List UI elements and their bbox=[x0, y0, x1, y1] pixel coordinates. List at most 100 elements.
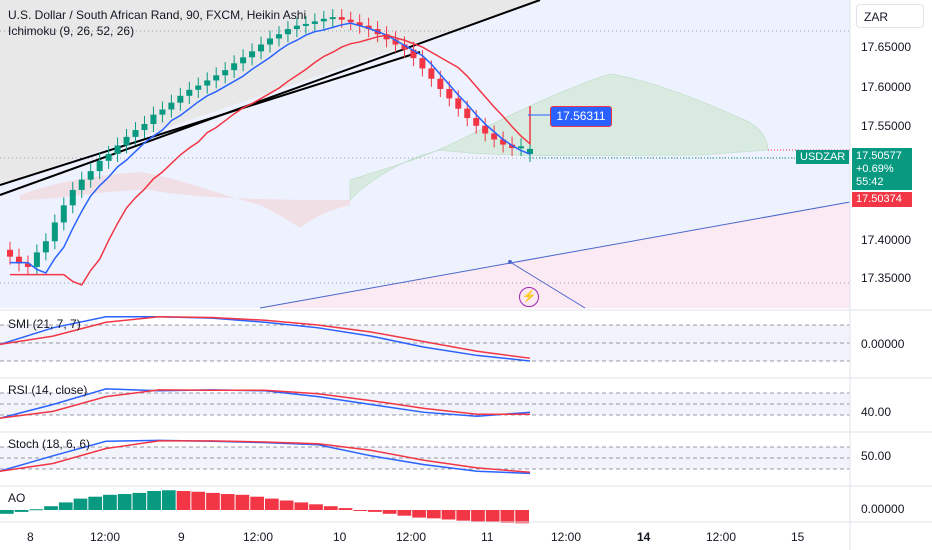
candle-body bbox=[293, 25, 300, 30]
conversion-line bbox=[10, 22, 531, 274]
candle-body bbox=[275, 34, 282, 39]
price-tick: 17.40000 bbox=[861, 233, 912, 247]
ao-bar bbox=[279, 500, 294, 510]
candle-body bbox=[222, 70, 229, 76]
ao-bar bbox=[471, 510, 485, 522]
candle-body bbox=[311, 21, 318, 24]
time-tick: 10 bbox=[333, 530, 347, 544]
time-tick: 12:00 bbox=[90, 530, 121, 544]
candle-body bbox=[78, 179, 85, 190]
candle-body bbox=[24, 263, 31, 267]
time-tick: 12:00 bbox=[706, 530, 737, 544]
price-tick: 17.60000 bbox=[861, 80, 912, 94]
ao-bar bbox=[353, 510, 368, 511]
candle-body bbox=[464, 108, 471, 119]
candle-body bbox=[329, 17, 336, 20]
ao-bar bbox=[117, 494, 132, 510]
candle-body bbox=[60, 205, 67, 223]
candle-body bbox=[231, 63, 238, 71]
ao-bar bbox=[191, 491, 206, 510]
candle-body bbox=[123, 136, 130, 146]
projection-line bbox=[509, 261, 586, 309]
candle-body bbox=[69, 189, 76, 206]
indicator-signal bbox=[0, 316, 531, 359]
candle-body bbox=[249, 51, 256, 58]
rsi-tick: 40.00 bbox=[861, 405, 892, 419]
ao-bar bbox=[0, 510, 14, 514]
time-tick: 12:00 bbox=[551, 530, 582, 544]
smi-tick: 0.00000 bbox=[861, 337, 905, 351]
candle-body bbox=[96, 160, 103, 172]
base-line bbox=[10, 34, 531, 286]
candle-body bbox=[338, 17, 345, 20]
symbol-label: USDZAR bbox=[796, 150, 850, 164]
candle-body bbox=[446, 88, 453, 99]
ao-bar bbox=[206, 492, 220, 510]
candle-body bbox=[410, 49, 417, 59]
ao-bar bbox=[220, 494, 235, 510]
candle-body bbox=[132, 130, 139, 137]
price-tick: 17.65000 bbox=[861, 40, 912, 54]
ao-bar bbox=[44, 506, 58, 510]
ao-bar bbox=[368, 510, 382, 512]
indicator-signal bbox=[0, 389, 530, 419]
ao-bar bbox=[73, 498, 88, 510]
ao-bar bbox=[235, 494, 250, 510]
ao-bar bbox=[29, 509, 44, 511]
price-tick: 17.55000 bbox=[861, 119, 912, 133]
time-tick: 12:00 bbox=[396, 530, 427, 544]
ao-bar bbox=[14, 510, 29, 512]
bar-countdown: 55:42 bbox=[856, 176, 884, 188]
trendline-upper bbox=[0, 0, 541, 196]
candle-body bbox=[114, 145, 121, 154]
candle-body bbox=[302, 23, 309, 26]
candle-body bbox=[168, 102, 175, 110]
smi-label: SMI (21, 7, 7) bbox=[8, 317, 81, 331]
lightning-icon[interactable]: ⚡ bbox=[519, 287, 539, 307]
ao-bar bbox=[176, 491, 191, 510]
candle-body bbox=[473, 118, 480, 126]
ao-bar bbox=[161, 490, 176, 510]
price-change: +0.69% bbox=[856, 163, 894, 175]
ao-bar bbox=[441, 510, 456, 520]
ao-label: AO bbox=[8, 491, 26, 505]
ao-bar bbox=[132, 492, 147, 510]
indicator-label: Ichimoku (9, 26, 52, 26) bbox=[8, 24, 135, 38]
candle-body bbox=[428, 68, 435, 79]
candle-body bbox=[7, 249, 13, 257]
currency-button[interactable]: ZAR bbox=[856, 4, 924, 28]
ao-bar bbox=[426, 510, 441, 519]
ao-bar bbox=[456, 510, 471, 521]
candle-body bbox=[267, 38, 273, 45]
projection-point bbox=[508, 260, 512, 264]
ao-tick: 0.00000 bbox=[861, 502, 905, 516]
ao-bar bbox=[515, 510, 529, 524]
time-tick: 15 bbox=[791, 530, 805, 544]
price-callout[interactable]: 17.56311 bbox=[550, 106, 612, 127]
pane-band bbox=[0, 393, 850, 415]
ao-bar bbox=[250, 496, 264, 510]
candle-body bbox=[356, 22, 363, 26]
candle-body bbox=[150, 114, 157, 125]
ao-bar bbox=[485, 510, 500, 523]
ichimoku-cloud-red bbox=[20, 172, 350, 228]
ichimoku-cloud bbox=[349, 73, 769, 201]
ao-bar bbox=[382, 510, 397, 514]
candle-body bbox=[258, 44, 265, 52]
candle-body bbox=[491, 133, 498, 140]
ao-bar bbox=[397, 510, 412, 516]
candle-body bbox=[51, 222, 58, 242]
indicator-signal bbox=[0, 440, 531, 474]
candle-body bbox=[365, 25, 372, 30]
candle-body bbox=[42, 241, 49, 253]
ao-bar bbox=[309, 504, 323, 510]
candle-body bbox=[195, 85, 202, 90]
candle-body bbox=[186, 89, 193, 96]
ao-bar bbox=[103, 494, 117, 510]
ao-bar bbox=[58, 502, 73, 510]
indicator-line bbox=[0, 316, 531, 362]
price-tick: 17.35000 bbox=[861, 271, 912, 285]
candle-body bbox=[482, 125, 489, 134]
candle-body bbox=[392, 39, 399, 45]
